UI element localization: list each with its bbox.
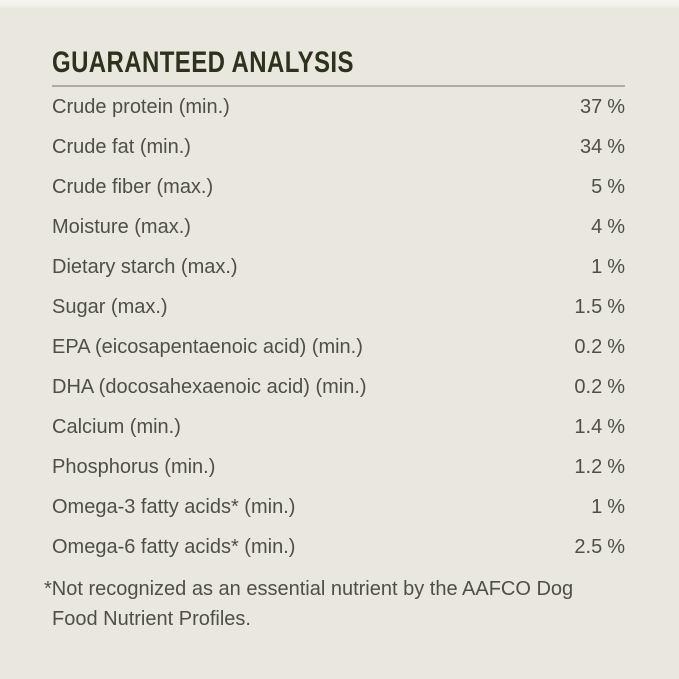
table-row: Sugar (max.) 1.5% (52, 287, 625, 327)
nutrient-amount: 1 (591, 255, 603, 278)
analysis-table: Crude protein (min.) 37% Crude fat (min.… (52, 87, 625, 567)
percent-sign: % (607, 175, 625, 198)
table-row: Moisture (max.) 4% (52, 207, 625, 247)
footnote-line: Food Nutrient Profiles. (52, 608, 251, 630)
nutrient-value: 0.2% (574, 376, 625, 399)
percent-sign: % (607, 495, 625, 518)
table-row: Dietary starch (max.) 1% (52, 247, 625, 287)
percent-sign: % (607, 455, 625, 478)
table-row: Omega-6 fatty acids* (min.) 2.5% (52, 527, 625, 567)
percent-sign: % (607, 255, 625, 278)
percent-sign: % (607, 535, 625, 558)
percent-sign: % (607, 295, 625, 318)
table-row: Phosphorus (min.) 1.2% (52, 447, 625, 487)
page-top-edge (0, 0, 679, 9)
nutrient-amount: 1.2 (574, 455, 603, 478)
nutrient-value: 1.4% (574, 416, 625, 439)
table-row: Calcium (min.) 1.4% (52, 407, 625, 447)
nutrient-value: 2.5% (574, 536, 625, 559)
nutrient-value: 37% (580, 96, 625, 119)
table-row: Crude protein (min.) 37% (52, 87, 625, 127)
nutrient-amount: 1 (591, 495, 603, 518)
nutrient-value: 34% (580, 136, 625, 159)
nutrient-label: Phosphorus (min.) (52, 455, 216, 478)
nutrient-amount: 37 (579, 95, 603, 118)
percent-sign: % (607, 335, 625, 358)
nutrient-amount: 2.5 (574, 535, 603, 558)
table-row: DHA (docosahexaenoic acid) (min.) 0.2% (52, 367, 625, 407)
nutrient-value: 0.2% (574, 336, 625, 359)
title-divider (52, 85, 625, 87)
percent-sign: % (607, 215, 625, 238)
percent-sign: % (607, 375, 625, 398)
footnote-line: *Not recognized as an essential nutrient… (44, 578, 574, 600)
nutrient-value: 1.2% (574, 456, 625, 479)
nutrient-value: 1.5% (574, 296, 625, 319)
nutrient-label: Dietary starch (max.) (52, 255, 238, 278)
nutrient-label: Omega-6 fatty acids* (min.) (52, 535, 296, 558)
nutrient-amount: 1.4 (574, 415, 603, 438)
nutrient-value: 5% (591, 176, 625, 199)
percent-sign: % (607, 415, 625, 438)
percent-sign: % (607, 95, 625, 118)
nutrient-value: 4% (591, 216, 625, 239)
nutrient-label: DHA (docosahexaenoic acid) (min.) (52, 375, 367, 398)
footnote: *Not recognized as an essential nutrient… (44, 574, 625, 634)
percent-sign: % (607, 135, 625, 158)
nutrient-amount: 0.2 (574, 375, 603, 398)
nutrient-amount: 0.2 (574, 335, 603, 358)
nutrient-label: Moisture (max.) (52, 215, 191, 238)
table-row: Crude fat (min.) 34% (52, 127, 625, 167)
section-title: GUARANTEED ANALYSIS (52, 46, 354, 79)
nutrient-label: EPA (eicosapentaenoic acid) (min.) (52, 335, 363, 358)
nutrient-value: 1% (591, 496, 625, 519)
nutrient-label: Crude fiber (max.) (52, 175, 214, 198)
nutrient-amount: 4 (591, 215, 603, 238)
nutrient-amount: 34 (579, 135, 603, 158)
table-row: EPA (eicosapentaenoic acid) (min.) 0.2% (52, 327, 625, 367)
table-row: Crude fiber (max.) 5% (52, 167, 625, 207)
table-row: Omega-3 fatty acids* (min.) 1% (52, 487, 625, 527)
nutrient-amount: 1.5 (574, 295, 603, 318)
nutrient-label: Calcium (min.) (52, 415, 181, 438)
nutrient-label: Crude fat (min.) (52, 135, 191, 158)
nutrient-amount: 5 (591, 175, 603, 198)
nutrient-value: 1% (591, 256, 625, 279)
nutrient-label: Sugar (max.) (52, 295, 168, 318)
nutrient-label: Crude protein (min.) (52, 95, 230, 118)
nutrient-label: Omega-3 fatty acids* (min.) (52, 495, 296, 518)
